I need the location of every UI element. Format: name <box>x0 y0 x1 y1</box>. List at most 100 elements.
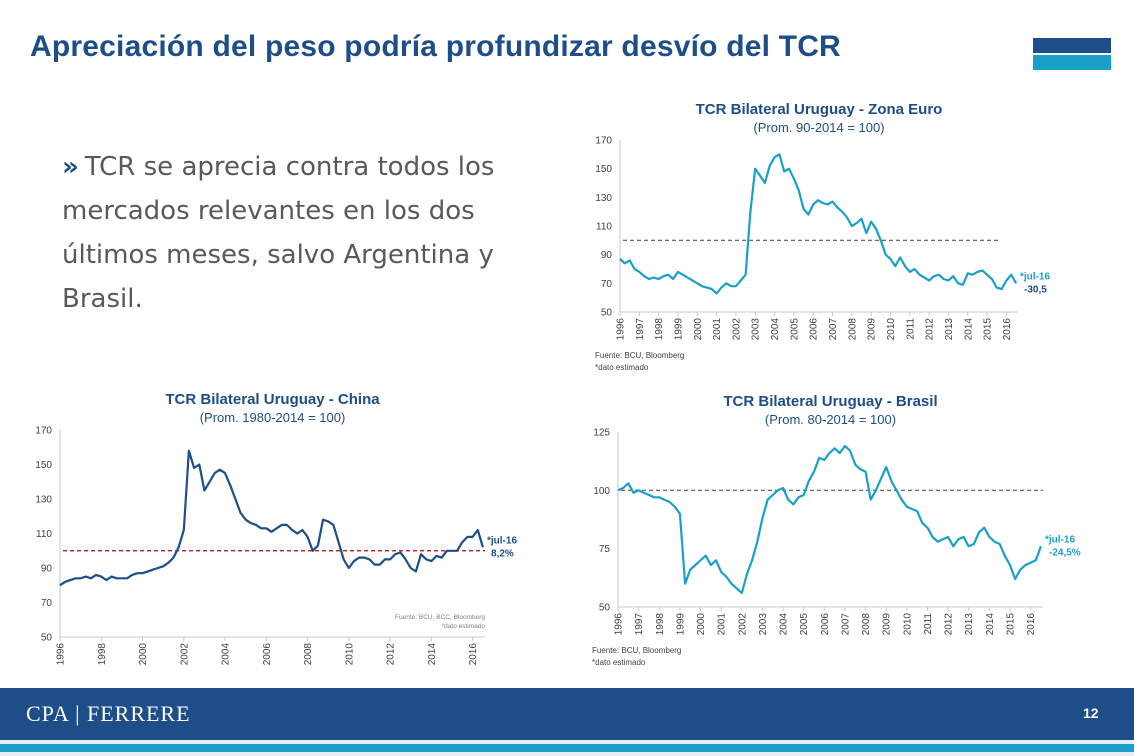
x-tick-label: 2001 <box>717 613 728 636</box>
x-tick-label: 1998 <box>655 613 666 636</box>
x-tick-label: 2005 <box>799 613 810 636</box>
x-tick-label: 2006 <box>262 643 273 666</box>
x-tick-label: 2008 <box>847 318 858 341</box>
x-tick-label: 1999 <box>675 613 686 636</box>
x-tick-label: 2004 <box>779 613 790 636</box>
x-tick-label: 2004 <box>221 643 232 666</box>
chart-subtitle: (Prom. 80-2014 = 100) <box>765 412 896 427</box>
bullet-point: » TCR se aprecia contra todos los mercado… <box>62 145 542 321</box>
chart-note: *dato estimado <box>595 363 649 372</box>
x-tick-label: 2007 <box>840 613 851 636</box>
chart-title: TCR Bilateral Uruguay - China <box>165 391 380 408</box>
x-tick-label: 2004 <box>770 318 781 341</box>
annotation-value: 8,2% <box>491 548 514 559</box>
x-tick-label: 2010 <box>902 613 913 636</box>
chart-note: *dato estimado <box>592 658 646 667</box>
annotation-label: *jul-16 <box>1020 271 1050 282</box>
x-tick-label: 2008 <box>861 613 872 636</box>
x-tick-label: 2014 <box>427 643 438 666</box>
y-tick-label: 75 <box>599 544 611 555</box>
x-tick-label: 1996 <box>56 643 67 666</box>
annotation-value: -30,5 <box>1024 284 1047 295</box>
y-tick-label: 110 <box>596 222 612 233</box>
y-tick-label: 130 <box>595 193 612 204</box>
bullet-marker: » <box>62 152 79 182</box>
x-tick-label: 2011 <box>923 613 934 635</box>
chart-title: TCR Bilateral Uruguay - Zona Euro <box>696 101 943 118</box>
y-tick-label: 70 <box>41 598 53 609</box>
x-tick-label: 2016 <box>1026 613 1037 636</box>
x-tick-label: 2014 <box>985 613 996 636</box>
y-tick-label: 130 <box>35 495 52 506</box>
x-tick-label: 1998 <box>654 318 665 341</box>
y-tick-label: 110 <box>36 529 52 540</box>
chart-source: Fuente: BCU, BCC, Bloomberg <box>395 614 485 621</box>
chart-subtitle: (Prom. 1980-2014 = 100) <box>200 410 346 425</box>
y-tick-label: 50 <box>601 308 613 319</box>
chart-note: *dato estimado <box>442 623 486 630</box>
x-tick-label: 2000 <box>696 613 707 636</box>
x-tick-label: 2008 <box>303 643 314 666</box>
x-tick-label: 2006 <box>820 613 831 636</box>
x-tick-label: 2016 <box>1002 318 1013 341</box>
x-tick-label: 2015 <box>1005 613 1016 636</box>
x-tick-label: 2003 <box>751 318 762 341</box>
x-tick-label: 1997 <box>634 613 645 636</box>
y-tick-label: 170 <box>595 136 612 147</box>
x-tick-label: 2007 <box>828 318 839 341</box>
x-tick-label: 2009 <box>867 318 878 341</box>
annotation-label: *jul-16 <box>1045 534 1075 545</box>
x-tick-label: 2009 <box>882 613 893 636</box>
chart-subtitle: (Prom. 90-2014 = 100) <box>753 120 884 135</box>
x-tick-label: 2016 <box>468 643 479 666</box>
y-tick-label: 50 <box>599 603 611 614</box>
x-tick-label: 2001 <box>712 318 723 341</box>
x-tick-label: 2012 <box>925 318 936 341</box>
y-tick-label: 170 <box>35 426 52 437</box>
chart-china: TCR Bilateral Uruguay - China (Prom. 1980… <box>35 391 517 666</box>
brand-flag-logo <box>1033 38 1111 70</box>
x-tick-label: 2011 <box>905 318 916 340</box>
y-tick-label: 100 <box>593 486 610 497</box>
chart-source: Fuente: BCU, Bloomberg <box>592 646 681 655</box>
series-line <box>619 153 1018 295</box>
y-tick-label: 125 <box>593 428 610 439</box>
y-tick-label: 150 <box>35 460 52 471</box>
chart-title: TCR Bilateral Uruguay - Brasil <box>723 393 937 410</box>
series-line <box>617 444 1042 595</box>
y-tick-label: 150 <box>595 164 612 175</box>
bottom-stripe <box>0 740 1134 756</box>
chart-euro: TCR Bilateral Uruguay - Zona Euro (Prom. … <box>595 101 1050 372</box>
x-tick-label: 2005 <box>789 318 800 341</box>
bullet-text: TCR se aprecia contra todos los mercados… <box>62 152 495 314</box>
footer-bar: CPA | FERRERE 12 <box>0 688 1134 740</box>
y-tick-label: 70 <box>601 279 613 290</box>
x-tick-label: 2012 <box>386 643 397 666</box>
x-tick-label: 1997 <box>635 318 646 341</box>
x-tick-label: 2003 <box>758 613 769 636</box>
x-tick-label: 2002 <box>179 643 190 666</box>
slide-title: Apreciación del peso podría profundizar … <box>30 30 841 63</box>
x-tick-label: 1999 <box>673 318 684 341</box>
annotation-label: *jul-16 <box>487 535 517 546</box>
y-tick-label: 50 <box>41 633 53 644</box>
x-tick-label: 1996 <box>616 318 627 341</box>
y-tick-label: 90 <box>41 564 53 575</box>
x-tick-label: 2012 <box>944 613 955 636</box>
x-tick-label: 2013 <box>944 318 955 341</box>
x-tick-label: 2015 <box>983 318 994 341</box>
footer-brand: CPA | FERRERE <box>26 701 191 726</box>
page-number: 12 <box>1083 705 1099 721</box>
x-tick-label: 2006 <box>809 318 820 341</box>
x-tick-label: 2000 <box>138 643 149 666</box>
x-tick-label: 2014 <box>963 318 974 341</box>
x-tick-label: 2010 <box>886 318 897 341</box>
x-tick-label: 2002 <box>737 613 748 636</box>
x-tick-label: 1996 <box>614 613 625 636</box>
chart-source: Fuente: BCU, Bloomberg <box>595 351 684 360</box>
x-tick-label: 2000 <box>693 318 704 341</box>
annotation-value: -24,5% <box>1049 547 1081 558</box>
x-tick-label: 2013 <box>964 613 975 636</box>
x-tick-label: 2002 <box>731 318 742 341</box>
x-tick-label: 2010 <box>344 643 355 666</box>
